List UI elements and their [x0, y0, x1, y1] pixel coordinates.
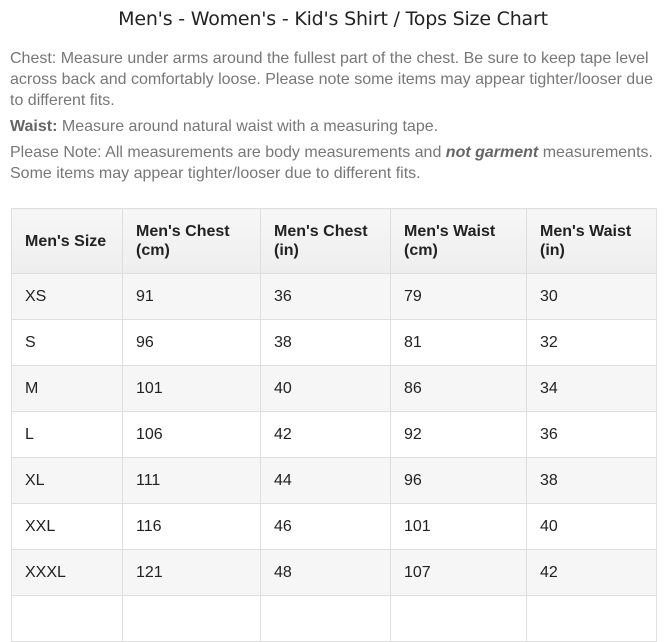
table-cell: XS — [11, 273, 123, 320]
table-cell: 92 — [390, 411, 527, 458]
table-row: L 106 42 92 36 — [11, 411, 657, 458]
table-cell: 96 — [390, 457, 527, 504]
table-cell: 46 — [260, 503, 391, 550]
column-header: Men's Size — [11, 208, 123, 274]
table-cell: 42 — [260, 411, 391, 458]
notes: Chest: Measure under arms around the ful… — [10, 48, 658, 189]
waist-text: Measure around natural waist with a meas… — [61, 118, 439, 135]
table-cell: 111 — [122, 457, 261, 504]
table-cell — [390, 595, 527, 642]
chest-note: Chest: Measure under arms around the ful… — [10, 50, 653, 109]
column-header: Men's Waist (cm) — [390, 208, 527, 274]
table-cell: 32 — [526, 319, 657, 366]
table-cell: 38 — [526, 457, 657, 504]
table-cell: M — [11, 365, 123, 412]
table-row — [11, 595, 657, 642]
column-header: Men's Waist (in) — [526, 208, 657, 274]
table-cell: 101 — [390, 503, 527, 550]
table-cell: 44 — [260, 457, 391, 504]
note-end: measurements. Some items may appear tigh… — [10, 144, 653, 182]
table-cell: 86 — [390, 365, 527, 412]
table-cell: 48 — [260, 549, 391, 596]
table-cell: 121 — [122, 549, 261, 596]
table-cell: 91 — [122, 273, 261, 320]
table-cell: 38 — [260, 319, 391, 366]
table-cell: 101 — [122, 365, 261, 412]
table-cell: S — [11, 319, 123, 366]
table-cell: 30 — [526, 273, 657, 320]
table-cell: 36 — [260, 273, 391, 320]
table-row: XXL 116 46 101 40 — [11, 503, 657, 550]
table-cell: 96 — [122, 319, 261, 366]
table-row: XXXL 121 48 107 42 — [11, 549, 657, 596]
table-cell — [11, 595, 123, 642]
table-cell: L — [11, 411, 123, 458]
title: Men's - Women's - Kid's Shirt / Tops Siz… — [118, 8, 548, 30]
header-row: Men's Size Men's Chest (cm) Men's Chest (i… — [11, 208, 657, 274]
column-header: Men's Chest (cm) — [122, 208, 261, 274]
table-cell: XXL — [11, 503, 123, 550]
table-row: M 101 40 86 34 — [11, 365, 657, 412]
table-cell: 81 — [390, 319, 527, 366]
table-row: XL 111 44 96 38 — [11, 457, 657, 504]
table-cell: XXXL — [11, 549, 123, 596]
please-note: Please Note: All measurements are body m… — [10, 142, 658, 184]
size-table: Men's Size Men's Chest (cm) Men's Chest (i… — [11, 208, 657, 642]
table-cell: 116 — [122, 503, 261, 550]
page: Men's - Women's - Kid's Shirt / Tops Siz… — [10, 8, 658, 642]
table-cell — [260, 595, 391, 642]
table-cell: 36 — [526, 411, 657, 458]
table-cell: 79 — [390, 273, 527, 320]
table-cell: XL — [11, 457, 123, 504]
table-row: XS 91 36 79 30 — [11, 273, 657, 320]
table-cell: 107 — [390, 549, 527, 596]
table-cell: 40 — [526, 503, 657, 550]
table-cell: 42 — [526, 549, 657, 596]
note-emphasis: not garment — [445, 144, 539, 161]
table-cell: 40 — [260, 365, 391, 412]
note-start: Please Note: All measurements are body m… — [10, 144, 442, 161]
table-cell — [122, 595, 261, 642]
waist-note: Waist: Measure around natural waist with… — [10, 116, 658, 137]
table-cell: 106 — [122, 411, 261, 458]
column-header: Men's Chest (in) — [260, 208, 391, 274]
table-cell: 34 — [526, 365, 657, 412]
table-cell — [526, 595, 657, 642]
table-row: S 96 38 81 32 — [11, 319, 657, 366]
waist-label: Waist: — [10, 118, 58, 135]
